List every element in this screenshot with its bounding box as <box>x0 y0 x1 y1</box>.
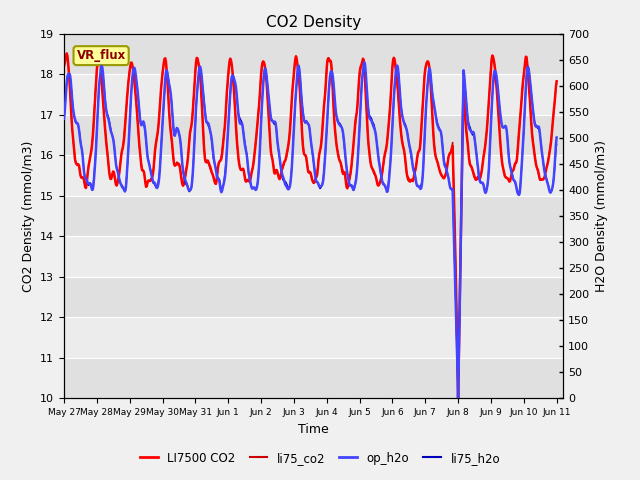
li75_h2o <box>302 119 310 125</box>
li75_h2o <box>60 113 68 119</box>
li75_co2 <box>454 396 462 401</box>
Bar <box>64 196 563 236</box>
li75_h2o <box>189 161 197 167</box>
X-axis label: Time: Time <box>298 423 329 436</box>
li75_co2 <box>190 88 198 94</box>
li75_co2 <box>303 159 311 165</box>
LI7500 CO2 <box>509 168 516 173</box>
Bar <box>64 155 563 196</box>
LI7500 CO2 <box>553 78 561 84</box>
Text: VR_flux: VR_flux <box>77 49 125 62</box>
li75_h2o <box>508 170 516 176</box>
op_h2o <box>360 60 368 65</box>
li75_co2 <box>509 168 516 173</box>
op_h2o <box>399 118 407 123</box>
op_h2o <box>168 107 176 113</box>
li75_h2o <box>168 107 176 113</box>
li75_co2 <box>95 51 103 57</box>
li75_h2o <box>350 187 358 192</box>
Y-axis label: H2O Density (mmol/m3): H2O Density (mmol/m3) <box>595 140 608 292</box>
Line: LI7500 CO2: LI7500 CO2 <box>64 53 557 398</box>
LI7500 CO2 <box>454 396 462 401</box>
Line: li75_co2: li75_co2 <box>64 54 557 398</box>
li75_h2o <box>553 142 561 147</box>
li75_h2o <box>454 396 462 401</box>
LI7500 CO2 <box>190 91 198 96</box>
Line: op_h2o: op_h2o <box>64 62 557 398</box>
op_h2o <box>509 175 516 181</box>
li75_h2o <box>524 63 532 69</box>
op_h2o <box>350 186 358 192</box>
li75_co2 <box>399 144 407 149</box>
li75_co2 <box>60 60 68 65</box>
li75_co2 <box>553 80 561 86</box>
Legend: LI7500 CO2, li75_co2, op_h2o, li75_h2o: LI7500 CO2, li75_co2, op_h2o, li75_h2o <box>135 447 505 469</box>
li75_h2o <box>399 115 406 120</box>
op_h2o <box>302 118 310 124</box>
li75_co2 <box>169 149 177 155</box>
Title: CO2 Density: CO2 Density <box>266 15 361 30</box>
LI7500 CO2 <box>351 124 358 130</box>
Bar <box>64 74 563 115</box>
Bar <box>64 115 563 155</box>
Bar <box>64 277 563 317</box>
Bar <box>64 317 563 358</box>
li75_co2 <box>351 127 358 133</box>
op_h2o <box>454 396 462 401</box>
Line: li75_h2o: li75_h2o <box>64 66 557 398</box>
LI7500 CO2 <box>63 50 70 56</box>
op_h2o <box>60 116 68 121</box>
LI7500 CO2 <box>169 149 177 155</box>
LI7500 CO2 <box>399 144 407 150</box>
LI7500 CO2 <box>60 63 68 69</box>
op_h2o <box>189 161 197 167</box>
LI7500 CO2 <box>303 159 311 165</box>
Bar <box>64 358 563 398</box>
op_h2o <box>553 134 561 140</box>
Bar <box>64 34 563 74</box>
Bar <box>64 236 563 277</box>
Y-axis label: CO2 Density (mmol/m3): CO2 Density (mmol/m3) <box>22 140 35 292</box>
